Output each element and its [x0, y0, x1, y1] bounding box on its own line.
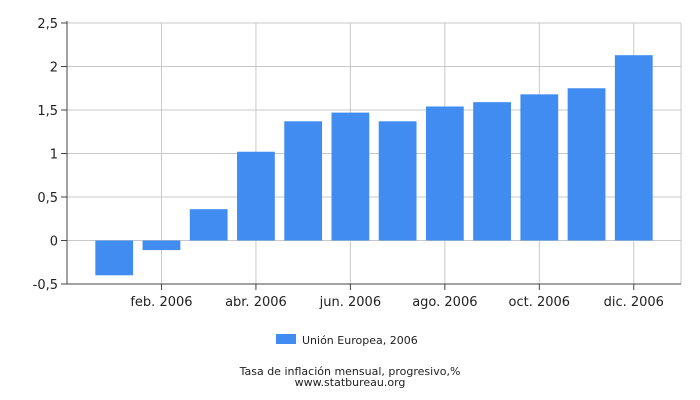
y-tick-label: 2,5 — [37, 17, 58, 32]
y-tick-label: 2 — [50, 61, 58, 76]
x-tick-label: ago. 2006 — [412, 295, 477, 310]
bar — [425, 106, 464, 241]
bar — [237, 151, 275, 241]
y-tick-label: 0,5 — [37, 191, 58, 206]
bar — [284, 121, 323, 241]
bar — [473, 102, 511, 241]
bar — [95, 240, 134, 276]
legend: Unión Europea, 2006 — [276, 334, 418, 347]
axes — [61, 21, 681, 290]
x-tick-labels: feb. 2006 abr. 2006 jun. 2006 ago. 2006 oct.… — [130, 295, 664, 310]
bars — [95, 55, 653, 276]
y-tick-label: 1 — [50, 148, 58, 163]
x-tick-label: feb. 2006 — [130, 295, 192, 310]
x-tick-label: abr. 2006 — [225, 295, 287, 310]
y-tick-label: -0,5 — [33, 278, 58, 293]
source-url: www.statbureau.org — [295, 376, 406, 389]
legend-swatch — [276, 334, 296, 344]
legend-label: Unión Europea, 2006 — [302, 334, 418, 347]
bar — [614, 55, 653, 241]
bar — [189, 209, 228, 241]
y-tick-label: 0 — [50, 235, 58, 250]
bar — [520, 94, 559, 241]
bar — [331, 112, 370, 241]
bar — [378, 121, 417, 241]
y-tick-label: 1,5 — [37, 104, 58, 119]
x-tick-label: jun. 2006 — [319, 295, 381, 310]
bar — [567, 88, 606, 241]
bar — [142, 240, 181, 251]
x-tick-label: dic. 2006 — [604, 295, 664, 310]
y-tick-labels: -0,5 0 0,5 1 1,5 2 2,5 — [33, 17, 58, 293]
chart-caption: Tasa de inflación mensual, progresivo,% — [239, 365, 461, 378]
x-tick-label: oct. 2006 — [509, 295, 571, 310]
